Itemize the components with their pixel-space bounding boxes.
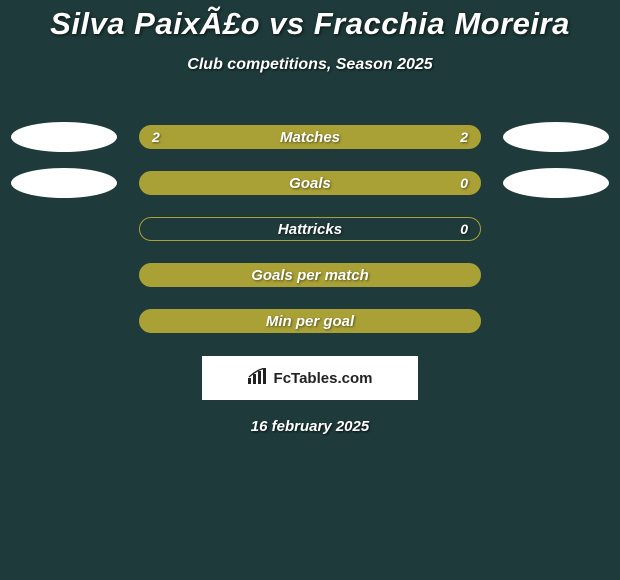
comparison-card: Silva PaixÃ£o vs Fracchia Moreira Club c…	[0, 0, 620, 435]
right-spacer	[503, 306, 609, 336]
stat-right-value: 0	[460, 175, 468, 191]
stat-right-value: 0	[460, 221, 468, 237]
stat-label: Min per goal	[266, 313, 354, 330]
chart-icon	[248, 368, 268, 389]
left-spacer	[11, 260, 117, 290]
right-avatar-ellipse	[503, 168, 609, 198]
right-spacer	[503, 214, 609, 244]
stat-bar: Hattricks 0	[139, 217, 481, 241]
subtitle: Club competitions, Season 2025	[0, 56, 620, 74]
stat-right-value: 2	[460, 129, 468, 145]
attribution-badge: FcTables.com	[202, 356, 418, 400]
stat-bar: Goals 0	[139, 171, 481, 195]
stat-row: Hattricks 0	[0, 206, 620, 252]
left-spacer	[11, 306, 117, 336]
stat-bar: 2 Matches 2	[139, 125, 481, 149]
left-spacer	[11, 214, 117, 244]
date-text: 16 february 2025	[0, 418, 620, 435]
stat-label: Goals	[289, 175, 331, 192]
right-avatar-ellipse	[503, 122, 609, 152]
stat-label: Goals per match	[251, 267, 369, 284]
stat-row: 2 Matches 2	[0, 114, 620, 160]
stat-label: Hattricks	[278, 221, 342, 238]
stat-row: Min per goal	[0, 298, 620, 344]
right-spacer	[503, 260, 609, 290]
stat-left-value: 2	[152, 129, 160, 145]
page-title: Silva PaixÃ£o vs Fracchia Moreira	[0, 6, 620, 42]
stat-rows: 2 Matches 2 Goals 0 Hattricks 0 Goals per match…	[0, 114, 620, 344]
stat-label: Matches	[280, 129, 340, 146]
left-avatar-ellipse	[11, 122, 117, 152]
stat-bar: Goals per match	[139, 263, 481, 287]
left-avatar-ellipse	[11, 168, 117, 198]
stat-row: Goals per match	[0, 252, 620, 298]
attribution-text: FcTables.com	[274, 370, 373, 387]
stat-row: Goals 0	[0, 160, 620, 206]
stat-bar: Min per goal	[139, 309, 481, 333]
